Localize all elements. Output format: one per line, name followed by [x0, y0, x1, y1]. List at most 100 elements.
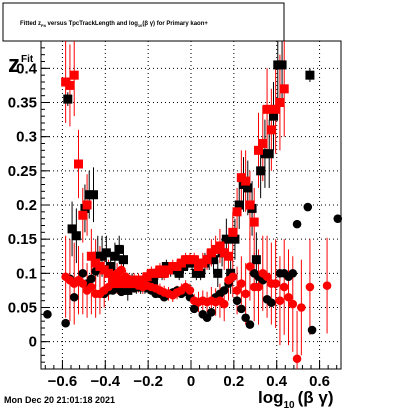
axis-tick-labels: −0.6 −0.4 −0.2 0 0.2 0.4 0.6 0 0.05 0.1 0.15 0.2 0.2… — [8, 60, 330, 390]
data-point-circle — [288, 299, 298, 309]
data-point-circle — [245, 320, 255, 329]
axis-ticks — [41, 47, 338, 370]
data-point-circle — [267, 298, 276, 308]
data-point-circle — [241, 313, 250, 323]
data-point-square — [82, 200, 92, 210]
data-point-square — [243, 183, 253, 193]
data-point-circle — [78, 269, 88, 278]
data-point-circle — [241, 289, 250, 299]
x-tick-label: 0.4 — [266, 373, 288, 390]
data-point-circle — [279, 282, 289, 292]
y-tick-label: 0.35 — [8, 95, 37, 112]
data-point-square — [104, 268, 113, 278]
data-point-circle — [254, 282, 263, 292]
data-point-square — [232, 207, 242, 217]
data-point-circle — [108, 279, 118, 288]
y-tick-label: 0.3 — [16, 129, 37, 146]
data-point-square — [213, 268, 223, 278]
data-point-square — [119, 255, 128, 265]
data-point-square — [78, 210, 88, 220]
data-point-square — [110, 251, 120, 261]
data-point-square — [275, 98, 285, 107]
data-point-square — [258, 139, 268, 148]
data-point-circle — [117, 265, 126, 275]
data-point-square — [149, 275, 158, 285]
chart-title: Fitted zFit versus TpcTrackLength and lo… — [20, 21, 208, 28]
data-point-square — [224, 251, 233, 261]
date-stamp: Mon Dec 20 21:01:18 2021 — [4, 395, 115, 405]
data-point-square — [279, 84, 289, 94]
data-point-square — [174, 268, 184, 278]
data-point-square — [230, 234, 240, 244]
data-point-square — [245, 200, 255, 210]
data-point-square — [67, 224, 77, 234]
data-point-circle — [43, 310, 52, 319]
data-point-circle — [333, 214, 343, 223]
grid — [41, 41, 341, 369]
x-tick-label: −0.6 — [48, 373, 78, 390]
y-axis-title: zFit — [8, 51, 34, 78]
data-point-square — [241, 176, 251, 186]
data-point-circle — [228, 272, 238, 282]
data-point-square — [277, 60, 287, 70]
data-point-circle — [292, 219, 302, 229]
data-point-circle — [237, 279, 246, 288]
y-tick-label: 0.2 — [16, 197, 37, 214]
data-point-square — [65, 80, 75, 90]
data-point-square — [254, 145, 263, 155]
data-point-square — [269, 111, 278, 121]
data-point-circle — [61, 318, 70, 328]
data-point-circle — [189, 304, 199, 314]
data-point-circle — [245, 262, 255, 271]
data-point-square — [189, 255, 199, 265]
data-point-square — [114, 244, 124, 254]
data-point-circle — [78, 279, 88, 288]
data-point-square — [106, 262, 116, 271]
data-point-square — [262, 104, 272, 114]
data-point-square — [228, 227, 238, 237]
data-point-square — [264, 149, 274, 159]
y-tick-label: 0.15 — [8, 231, 37, 248]
title-box: Fitted zFit versus TpcTrackLength and lo… — [2, 2, 285, 42]
data-point-circle — [219, 299, 229, 309]
data-point-square — [101, 248, 111, 258]
y-tick-label: 0.1 — [16, 265, 37, 282]
data-point-circle — [307, 325, 317, 335]
data-point-circle — [262, 272, 272, 282]
data-point-square — [234, 200, 244, 210]
y-tick-label: 0 — [29, 334, 37, 351]
data-point-circle — [232, 296, 242, 305]
data-point-circle — [87, 282, 96, 292]
data-point-circle — [219, 286, 229, 295]
data-point-square — [249, 217, 259, 227]
data-markers — [43, 60, 343, 364]
data-point-circle — [207, 307, 216, 317]
data-point-circle — [288, 269, 298, 278]
data-point-square — [256, 166, 266, 176]
data-point-square — [202, 255, 212, 265]
data-point-circle — [303, 202, 313, 212]
x-axis-title: log10 (β γ) — [258, 388, 334, 409]
data-point-square — [271, 104, 281, 114]
data-point-square — [196, 268, 206, 278]
data-point-circle — [284, 292, 293, 302]
data-point-square — [251, 255, 261, 265]
data-point-square — [266, 125, 276, 135]
data-point-square — [215, 241, 225, 251]
y-tick-label: 0.05 — [8, 300, 37, 317]
data-point-circle — [322, 281, 332, 290]
x-tick-label: 0.2 — [223, 373, 244, 390]
y-tick-label: 0.25 — [8, 163, 37, 180]
y-tick-label: 0.4 — [16, 60, 38, 77]
data-point-circle — [292, 354, 302, 364]
data-point-circle — [232, 286, 242, 295]
data-point-circle — [237, 304, 246, 314]
data-point-square — [74, 159, 83, 169]
data-point-circle — [275, 296, 285, 305]
data-point-square — [86, 251, 96, 261]
data-point-circle — [297, 303, 306, 312]
data-point-circle — [271, 279, 280, 288]
data-point-square — [209, 255, 218, 265]
data-point-square — [221, 234, 231, 244]
